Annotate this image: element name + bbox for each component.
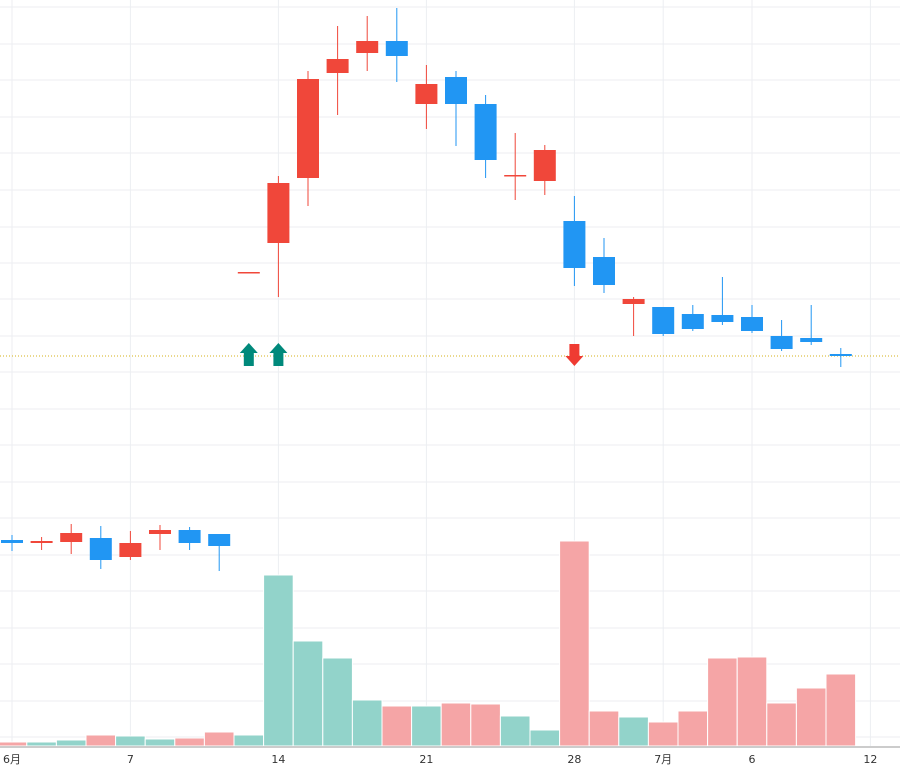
candle-body [326, 59, 349, 73]
x-tick-label: 6月 [3, 753, 21, 766]
candle-body [208, 534, 231, 546]
candle-body [356, 41, 379, 53]
candle-body [60, 533, 83, 542]
candle-body [178, 530, 201, 543]
x-tick-label: 6 [749, 753, 756, 766]
x-tick-label: 14 [271, 753, 285, 766]
volume-bar [559, 540, 590, 747]
candle-body [504, 175, 527, 177]
candle-body [652, 307, 675, 334]
candle-body [711, 315, 734, 322]
volume-bar [203, 731, 235, 747]
x-tick-label: 7月 [654, 753, 672, 766]
volume-bar [618, 716, 649, 747]
volume-bar [263, 574, 294, 747]
x-tick-label: 12 [863, 753, 877, 766]
volume-bar [647, 721, 679, 747]
volume-bar [233, 734, 265, 747]
volume-bar [736, 656, 768, 747]
candle-body [800, 338, 823, 342]
candle-body [119, 543, 142, 557]
candle-body [770, 336, 793, 349]
volume-bar [174, 737, 205, 747]
buy-signal [239, 343, 258, 366]
volume-bar [0, 741, 28, 747]
x-tick-label: 7 [127, 753, 134, 766]
volume-bar [144, 738, 176, 747]
volume-bar [499, 715, 531, 747]
volume-bar [411, 705, 442, 747]
candle-body [474, 104, 497, 160]
candle-body [237, 272, 260, 274]
volume-bar [351, 699, 383, 747]
x-tick-label: 21 [419, 753, 433, 766]
candle-body [267, 183, 290, 243]
candle-body [445, 77, 467, 104]
candle-body [622, 299, 645, 304]
volume-bar [588, 710, 620, 747]
volume-bar [292, 640, 324, 747]
candle-body [563, 221, 586, 268]
candle-body [415, 84, 438, 104]
volume-bar [707, 657, 738, 747]
volume-bar [529, 729, 561, 747]
candle-body [149, 530, 171, 534]
volume-bar [677, 710, 709, 747]
volume-bar [26, 741, 57, 747]
candle-body [30, 541, 53, 543]
volume-bar [115, 735, 146, 747]
volume-bar [322, 657, 353, 747]
volume-bar [470, 703, 501, 747]
candle-body [533, 150, 556, 181]
x-tick-label: 28 [567, 753, 581, 766]
candle-body [1, 540, 23, 543]
candle-body [829, 354, 852, 356]
volume-bar [85, 734, 117, 747]
candle-body [89, 538, 112, 560]
volume-bar [766, 702, 797, 747]
volume-bar [440, 702, 472, 747]
candle-body [297, 79, 319, 178]
volume-bar [55, 739, 87, 747]
volume-bar [381, 705, 413, 747]
candle-body [681, 314, 704, 329]
candle-body [741, 317, 763, 331]
volume-bar [825, 673, 857, 747]
volume-bar [795, 687, 827, 747]
sell-signal [565, 344, 584, 366]
buy-signal [269, 343, 288, 366]
candle-body [385, 41, 408, 56]
candle-body [593, 257, 615, 285]
